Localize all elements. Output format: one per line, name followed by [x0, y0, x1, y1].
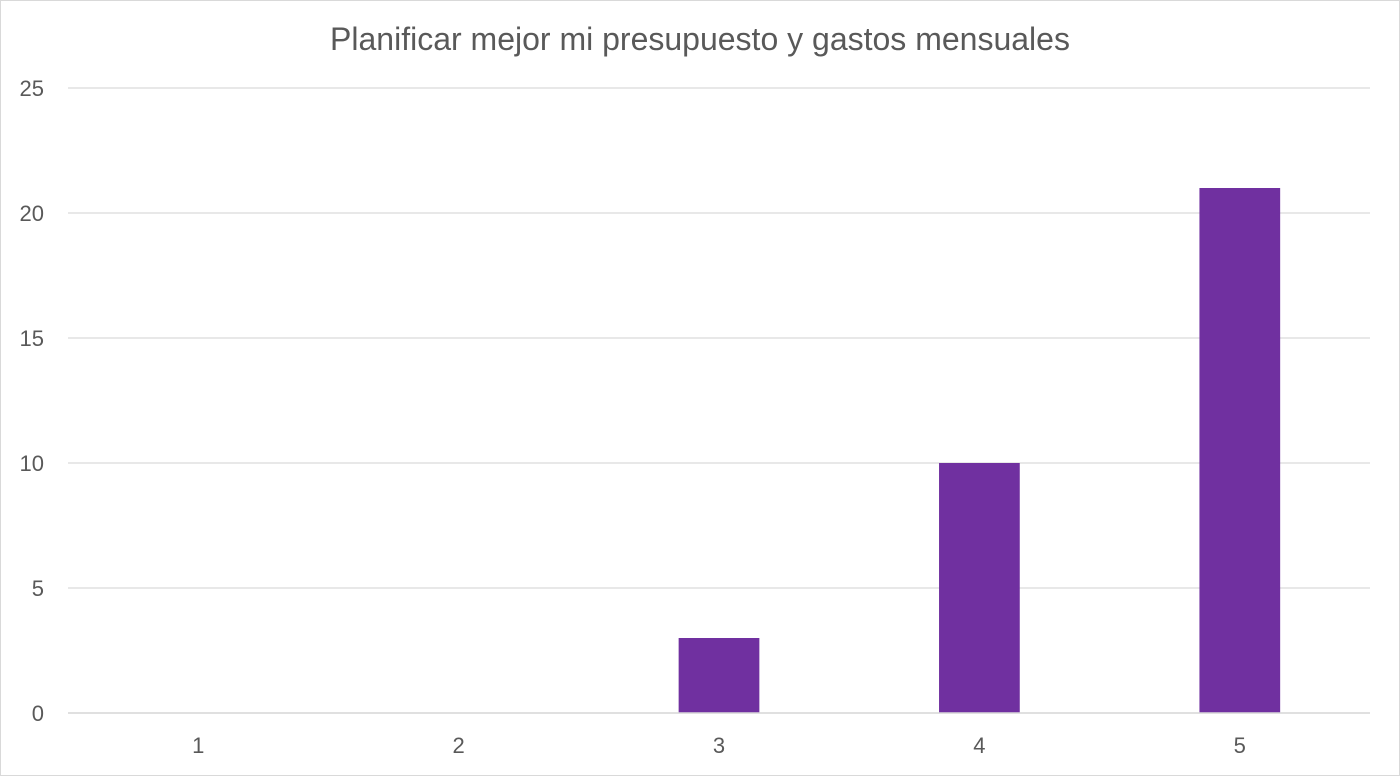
x-tick-label-1: 1: [192, 733, 204, 758]
y-tick-label-25: 25: [20, 76, 44, 101]
chart-title: Planificar mejor mi presupuesto y gastos…: [330, 21, 1070, 57]
x-tick-label-4: 4: [973, 733, 985, 758]
x-tick-label-5: 5: [1234, 733, 1246, 758]
y-tick-label-15: 15: [20, 326, 44, 351]
y-tick-label-20: 20: [20, 201, 44, 226]
y-tick-label-5: 5: [32, 576, 44, 601]
y-tick-label-0: 0: [32, 701, 44, 726]
x-tick-label-3: 3: [713, 733, 725, 758]
bar-3[interactable]: [678, 638, 760, 713]
bar-5[interactable]: [1199, 188, 1281, 713]
x-tick-label-2: 2: [452, 733, 464, 758]
y-tick-label-10: 10: [20, 451, 44, 476]
bar-4[interactable]: [939, 463, 1020, 713]
